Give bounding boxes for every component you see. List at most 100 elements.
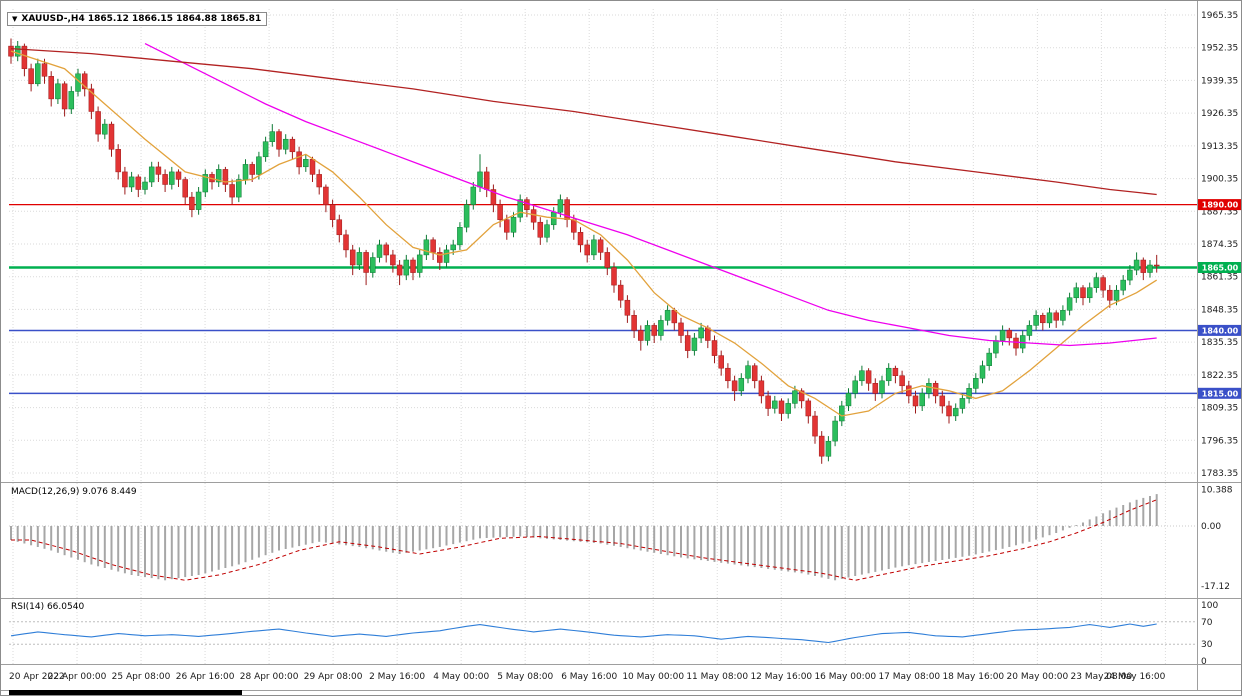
candle-body [879, 380, 885, 394]
candle-body [135, 176, 142, 190]
candle-body [812, 415, 818, 437]
candle-body [1113, 289, 1120, 301]
candle-body [356, 252, 363, 266]
rsi-axis-label: 0 [1201, 657, 1207, 667]
candle-body [162, 174, 168, 185]
candle-body [1019, 335, 1026, 349]
candle-body [437, 252, 443, 263]
candle-body [1026, 325, 1033, 336]
rsi-axis-label: 30 [1201, 640, 1213, 650]
candle-body [557, 199, 564, 213]
candle-body [349, 249, 356, 266]
candle-body [262, 141, 269, 158]
ma-fast-orange [10, 50, 1158, 417]
candle-body [477, 171, 483, 188]
candle-body [1127, 269, 1133, 281]
candle-body [651, 325, 657, 336]
price-line-badge [1198, 199, 1241, 211]
candle-body [303, 159, 309, 168]
candle-body [751, 365, 758, 382]
candle-body [189, 196, 195, 210]
candle-body [859, 370, 865, 382]
candle-body [899, 375, 905, 387]
time-axis-label: 20 May 00:00 [1007, 672, 1069, 682]
time-axis-label: 18 May 16:00 [942, 672, 1004, 682]
candle-body [329, 204, 336, 220]
candle-body [1120, 279, 1126, 291]
candle-body [95, 111, 101, 135]
candle-body [584, 244, 590, 256]
candle-body [718, 355, 724, 369]
candle-body [323, 186, 329, 205]
candle-body [443, 249, 450, 263]
price-axis-label: 1783.35 [1201, 469, 1238, 479]
price-lines-layer[interactable] [9, 203, 1197, 395]
candle-body [430, 239, 436, 253]
price-badges[interactable]: 1890.00 1865.00 1840.00 1815.00 [1198, 199, 1242, 399]
candle-body [664, 310, 671, 321]
candle-body [510, 216, 517, 233]
candle-body [738, 378, 745, 392]
time-axis-label: 6 May 16:00 [561, 672, 617, 682]
candle-body [731, 380, 738, 392]
candle-body [14, 45, 21, 57]
dropdown-triangle-icon[interactable]: ▼ [12, 14, 18, 23]
candle-body [986, 352, 992, 366]
candle-body [517, 199, 523, 218]
candle-body [591, 239, 597, 256]
candle-body [644, 325, 651, 341]
candle-body [48, 76, 54, 100]
candle-body [296, 151, 302, 168]
candle-body [236, 179, 242, 198]
candle-body [530, 209, 537, 223]
candle-body [1066, 297, 1073, 311]
candle-body [202, 174, 209, 193]
macd-axis-label: 10.388 [1201, 486, 1233, 496]
candle-body [289, 138, 296, 153]
candle-body [845, 393, 852, 407]
candle-body [537, 221, 544, 238]
candle-body [604, 252, 611, 268]
candle-body [1046, 312, 1053, 324]
candle-body [122, 171, 128, 188]
price-axis-label: 1913.35 [1201, 142, 1238, 152]
candle-body [1060, 310, 1066, 321]
macd-axis-label: -17.12 [1201, 582, 1230, 592]
candle-body [611, 267, 617, 286]
time-axis-label: 16 May 00:00 [814, 672, 876, 682]
candle-body [946, 405, 952, 417]
candle-body [28, 68, 34, 85]
price-axis-label: 1874.35 [1201, 240, 1238, 250]
candle-body [993, 340, 999, 354]
candle-body [725, 367, 731, 382]
candle-body [61, 83, 68, 110]
grid-layer [9, 9, 1197, 664]
candle-body [832, 420, 838, 442]
candle-body [242, 164, 249, 180]
candle-body [852, 380, 858, 394]
candle-body [1153, 264, 1160, 267]
candle-body [41, 63, 48, 77]
time-axis-label: 22 Apr 00:00 [48, 672, 107, 682]
candle-body [906, 385, 912, 397]
candle-body [939, 395, 946, 407]
candle-body [376, 244, 383, 258]
candle-body [765, 395, 771, 409]
candle-body [778, 400, 785, 414]
candle-body [88, 88, 95, 112]
candle-body [1140, 259, 1147, 273]
candle-body [758, 380, 765, 397]
candle-body [155, 166, 162, 175]
candle-body [825, 440, 832, 457]
candle-body [21, 45, 28, 69]
candle-body [959, 398, 966, 409]
candle-body [671, 310, 678, 324]
candle-body [370, 257, 376, 273]
candle-body [912, 395, 919, 407]
time-axis-label: 29 Apr 08:00 [304, 672, 363, 682]
horizontal-scrollbar-thumb[interactable] [9, 690, 242, 695]
symbol-info-box: ▼ XAUUSD-,H4 1865.12 1866.15 1864.88 186… [7, 12, 268, 26]
